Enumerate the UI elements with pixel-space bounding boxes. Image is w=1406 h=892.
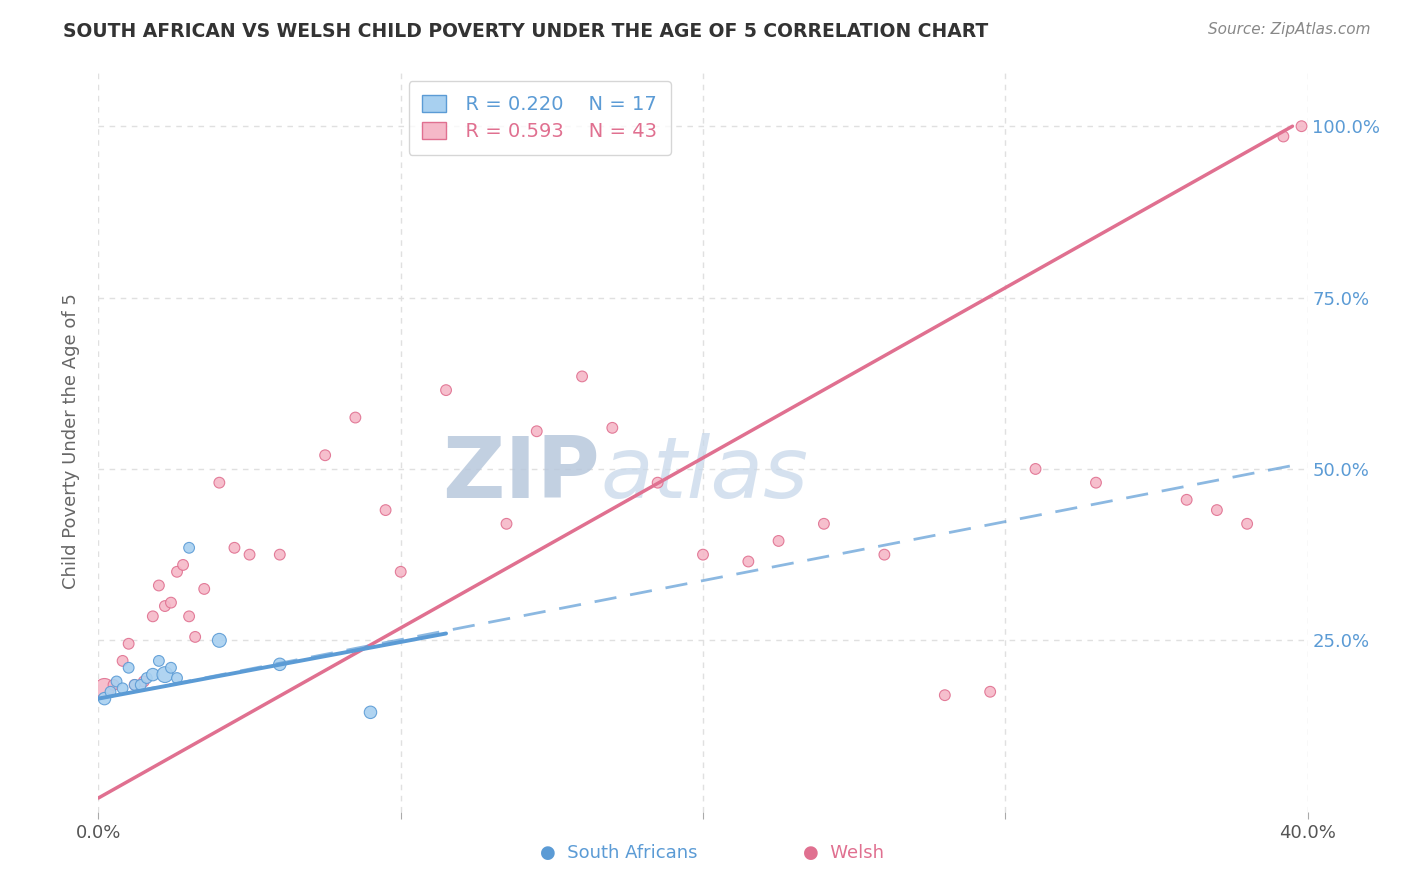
Point [314,448,336,462]
Point [135,671,157,685]
Point [269,548,291,562]
Point [208,633,231,648]
Point [129,678,152,692]
Point [100,685,122,699]
Point [142,609,165,624]
Point [172,558,194,572]
Point [1206,503,1229,517]
Point [132,674,155,689]
Point [111,681,134,696]
Point [768,533,790,548]
Point [118,661,141,675]
Point [979,685,1001,699]
Point [179,609,201,624]
Y-axis label: Child Poverty Under the Age of 5: Child Poverty Under the Age of 5 [62,293,80,590]
Point [160,661,183,675]
Point [1291,119,1313,133]
Legend:   R = 0.220    N = 17,   R = 0.593    N = 43: R = 0.220 N = 17, R = 0.593 N = 43 [409,81,671,155]
Point [434,383,457,397]
Text: ZIP: ZIP [443,434,600,516]
Text: SOUTH AFRICAN VS WELSH CHILD POVERTY UNDER THE AGE OF 5 CORRELATION CHART: SOUTH AFRICAN VS WELSH CHILD POVERTY UND… [63,22,988,41]
Point [571,369,593,384]
Point [118,637,141,651]
Point [224,541,246,555]
Point [344,410,367,425]
Point [873,548,896,562]
Point [166,671,188,685]
Point [737,554,759,568]
Point [148,654,170,668]
Point [602,421,624,435]
Point [124,678,146,692]
Point [1175,492,1198,507]
Point [813,516,835,531]
Point [153,667,176,681]
Point [1272,129,1295,144]
Point [1024,462,1046,476]
Point [389,565,412,579]
Point [647,475,669,490]
Point [1085,475,1108,490]
Text: Source: ZipAtlas.com: Source: ZipAtlas.com [1208,22,1371,37]
Point [934,688,956,702]
Point [692,548,714,562]
Point [193,582,215,596]
Point [184,630,207,644]
Point [239,548,262,562]
Point [124,678,146,692]
Point [111,654,134,668]
Point [269,657,291,672]
Point [526,424,548,438]
Point [103,678,125,692]
Point [160,596,183,610]
Point [93,681,115,696]
Point [495,516,517,531]
Point [374,503,396,517]
Text: atlas: atlas [600,434,808,516]
Text: ●  Welsh: ● Welsh [803,844,884,862]
Point [179,541,201,555]
Text: ●  South Africans: ● South Africans [540,844,697,862]
Point [153,599,176,613]
Point [1236,516,1258,531]
Point [105,674,128,689]
Point [148,578,170,592]
Point [360,706,382,720]
Point [166,565,188,579]
Point [93,691,115,706]
Point [142,667,165,681]
Point [208,475,231,490]
